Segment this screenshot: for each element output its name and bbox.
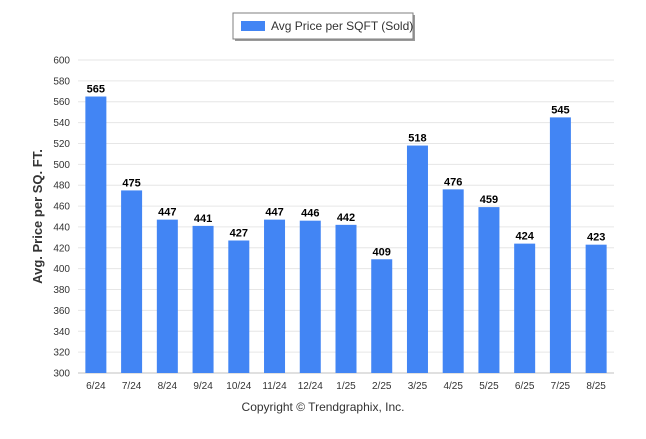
x-tick-label: 3/25: [408, 381, 428, 392]
x-tick-label: 4/25: [443, 381, 463, 392]
bar: [264, 219, 286, 373]
x-tick-label: 12/24: [298, 381, 323, 392]
x-tick-label: 6/25: [515, 381, 535, 392]
data-label: 518: [408, 133, 426, 145]
data-label: 565: [87, 84, 105, 96]
bar: [335, 224, 357, 373]
bar: [371, 259, 393, 373]
data-label: 409: [373, 246, 391, 258]
data-label: 423: [587, 232, 605, 244]
bar: [549, 117, 571, 373]
y-tick-label: 340: [53, 327, 70, 338]
data-label: 447: [265, 207, 283, 219]
data-label: 427: [230, 227, 248, 239]
data-label: 447: [158, 207, 176, 219]
data-label: 459: [480, 194, 498, 206]
y-tick-label: 520: [53, 139, 70, 150]
x-tick-label: 7/25: [551, 381, 571, 392]
bars: [85, 96, 607, 374]
y-tick-label: 540: [53, 118, 70, 129]
y-tick-label: 560: [53, 97, 70, 108]
y-tick-label: 420: [53, 243, 70, 254]
y-tick-label: 300: [53, 369, 70, 380]
bar: [514, 243, 536, 373]
x-tick-label: 10/24: [226, 381, 251, 392]
y-tick-label: 580: [53, 76, 70, 87]
y-axis-ticks: 300 320 340 360 380 400 420 440 460 480 500 520 540 5…: [53, 56, 70, 380]
y-tick-label: 380: [53, 285, 70, 296]
y-tick-label: 460: [53, 202, 70, 213]
y-tick-label: 600: [53, 56, 70, 67]
y-tick-label: 360: [53, 306, 70, 317]
x-axis-ticks: 6/24 7/24 8/24 9/24 10/24 11/24 12/24 1/25 2/25 3…: [86, 381, 606, 392]
bar: [228, 240, 250, 373]
y-tick-label: 400: [53, 264, 70, 275]
legend: Avg Price per SQFT (Sold): [232, 12, 415, 41]
y-tick-label: 320: [53, 348, 70, 359]
data-label: 545: [551, 104, 569, 116]
bar: [478, 207, 500, 373]
bar: [585, 244, 607, 373]
x-tick-label: 8/25: [586, 381, 606, 392]
data-label: 424: [515, 231, 534, 243]
data-label: 446: [301, 208, 319, 220]
y-tick-label: 480: [53, 181, 70, 192]
bar: [192, 225, 214, 373]
x-tick-label: 6/24: [86, 381, 106, 392]
data-label: 441: [194, 213, 212, 225]
y-tick-label: 500: [53, 160, 70, 171]
x-tick-label: 9/24: [193, 381, 213, 392]
x-tick-label: 5/25: [479, 381, 499, 392]
data-label: 442: [337, 212, 355, 224]
legend-swatch: [241, 21, 265, 31]
x-tick-label: 7/24: [122, 381, 142, 392]
copyright-footer: Copyright © Trendgraphix, Inc.: [241, 400, 405, 414]
y-axis-title: Avg. Price per SQ. FT.: [30, 149, 45, 284]
data-labels: 565 475 447 441 427 447 446 442 409 518 476 459 424 5…: [87, 84, 606, 259]
bar: [406, 145, 428, 373]
bar: [121, 190, 143, 373]
y-tick-label: 440: [53, 222, 70, 233]
bar: [299, 220, 321, 373]
x-tick-label: 1/25: [336, 381, 356, 392]
x-tick-label: 8/24: [158, 381, 178, 392]
x-tick-label: 2/25: [372, 381, 392, 392]
bar: [442, 189, 464, 373]
x-tick-label: 11/24: [262, 381, 287, 392]
bar: [85, 96, 107, 374]
data-label: 475: [122, 177, 140, 189]
data-label: 476: [444, 176, 462, 188]
bar: [156, 219, 178, 373]
legend-label: Avg Price per SQFT (Sold): [271, 19, 413, 33]
